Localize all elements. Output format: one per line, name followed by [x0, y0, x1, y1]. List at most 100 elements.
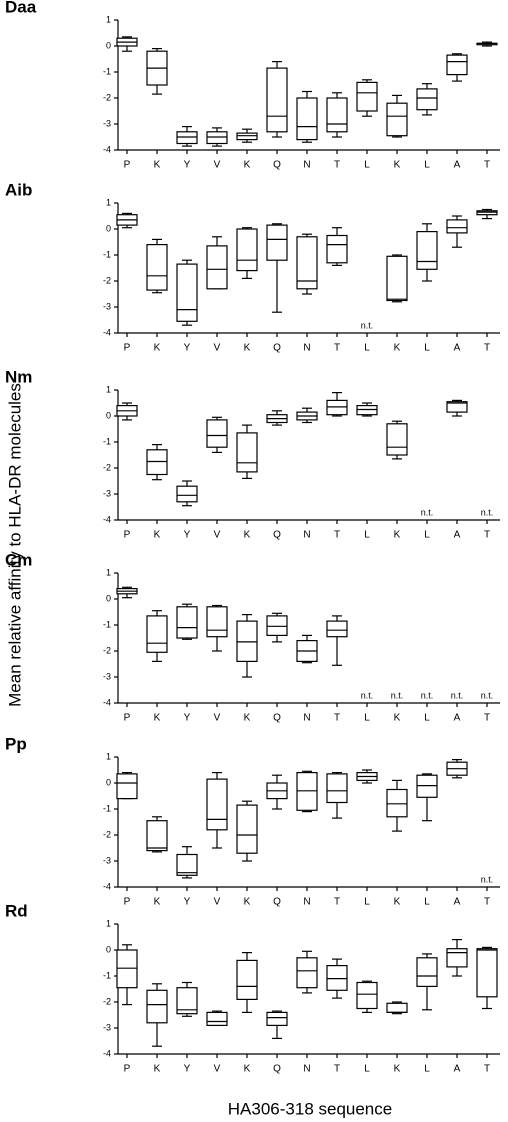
x-tick-label: Y	[184, 897, 191, 908]
x-tick-label: L	[364, 343, 370, 354]
box	[326, 97, 348, 133]
x-tick-label: V	[214, 530, 221, 541]
y-tick-label: -3	[103, 118, 111, 128]
box	[326, 773, 348, 804]
y-tick-label: 1	[106, 384, 111, 394]
panel-title: Aib	[5, 180, 32, 199]
box	[146, 449, 168, 476]
not-tested-label: n.t.	[481, 507, 494, 517]
box	[476, 210, 498, 216]
box	[176, 987, 198, 1015]
y-tick-label: -4	[103, 144, 111, 154]
y-tick-label: -3	[103, 1022, 111, 1032]
y-tick-label: -1	[103, 803, 111, 813]
x-tick-label: P	[124, 1064, 131, 1075]
x-tick-label: K	[394, 897, 401, 908]
x-tick-label: K	[394, 530, 401, 541]
x-tick-label: A	[454, 530, 461, 541]
y-tick-label: -1	[103, 970, 111, 980]
y-tick-label: -3	[103, 301, 111, 311]
box	[206, 1011, 228, 1027]
x-tick-label: Q	[273, 343, 281, 354]
x-tick-label: L	[424, 1064, 430, 1075]
box	[176, 485, 198, 503]
box	[266, 1011, 288, 1027]
y-tick-label: 1	[106, 197, 111, 207]
x-tick-label: L	[424, 713, 430, 724]
box	[176, 853, 198, 876]
x-tick-label: Y	[184, 343, 191, 354]
box	[206, 419, 228, 448]
x-tick-label: K	[394, 713, 401, 724]
not-tested-label: n.t.	[481, 690, 494, 700]
box	[296, 97, 318, 141]
x-tick-label: V	[214, 343, 221, 354]
panel-title: Nm	[5, 367, 32, 386]
x-tick-label: K	[394, 1064, 401, 1075]
x-tick-label: K	[244, 713, 251, 724]
x-tick-label: A	[454, 1064, 461, 1075]
x-tick-label: T	[334, 343, 340, 354]
x-tick-label: Y	[184, 530, 191, 541]
y-tick-label: 0	[106, 593, 111, 603]
y-tick-label: -4	[103, 327, 111, 337]
y-tick-label: 0	[106, 777, 111, 787]
box	[116, 949, 138, 989]
x-tick-label: K	[154, 530, 161, 541]
x-tick-label: N	[303, 343, 310, 354]
x-tick-label: K	[244, 897, 251, 908]
box	[206, 606, 228, 638]
not-tested-label: n.t.	[421, 507, 434, 517]
not-tested-label: n.t.	[391, 690, 404, 700]
x-tick-label: K	[244, 1064, 251, 1075]
x-tick-label: K	[394, 160, 401, 171]
box	[236, 228, 258, 272]
x-tick-label: P	[124, 530, 131, 541]
y-tick-label: 0	[106, 223, 111, 233]
y-tick-label: -3	[103, 671, 111, 681]
box	[446, 54, 468, 76]
y-tick-label: -3	[103, 855, 111, 865]
x-tick-label: T	[484, 530, 490, 541]
box	[146, 820, 168, 852]
x-tick-label: N	[303, 530, 310, 541]
x-tick-label: Q	[273, 1064, 281, 1075]
x-tick-label: T	[334, 530, 340, 541]
y-tick-label: -4	[103, 697, 111, 707]
y-tick-label: -3	[103, 488, 111, 498]
x-tick-label: T	[484, 897, 490, 908]
x-axis-label: HA306-318 sequence	[228, 1099, 392, 1118]
x-tick-label: T	[484, 713, 490, 724]
box	[386, 1002, 408, 1013]
box	[236, 132, 258, 141]
x-tick-label: L	[424, 530, 430, 541]
y-tick-label: -4	[103, 514, 111, 524]
x-tick-label: P	[124, 160, 131, 171]
x-tick-label: Q	[273, 713, 281, 724]
box	[146, 615, 168, 653]
x-tick-label: N	[303, 1064, 310, 1075]
box	[206, 245, 228, 290]
y-tick-label: -2	[103, 462, 111, 472]
x-tick-label: L	[364, 713, 370, 724]
y-tick-label: -2	[103, 92, 111, 102]
x-tick-label: L	[364, 1064, 370, 1075]
panel-title: Pp	[5, 734, 27, 753]
box	[416, 231, 438, 270]
box	[266, 615, 288, 637]
box	[206, 131, 228, 145]
x-tick-label: K	[154, 160, 161, 171]
y-tick-label: 1	[106, 918, 111, 928]
y-tick-label: -4	[103, 881, 111, 891]
box	[176, 263, 198, 322]
panel-title: Cm	[5, 550, 32, 569]
x-tick-label: T	[484, 343, 490, 354]
x-tick-label: K	[244, 530, 251, 541]
box	[446, 219, 468, 234]
x-tick-label: L	[424, 897, 430, 908]
box	[236, 432, 258, 473]
box	[356, 405, 378, 416]
y-tick-label: 1	[106, 14, 111, 24]
box	[236, 959, 258, 1001]
y-tick-label: -2	[103, 996, 111, 1006]
